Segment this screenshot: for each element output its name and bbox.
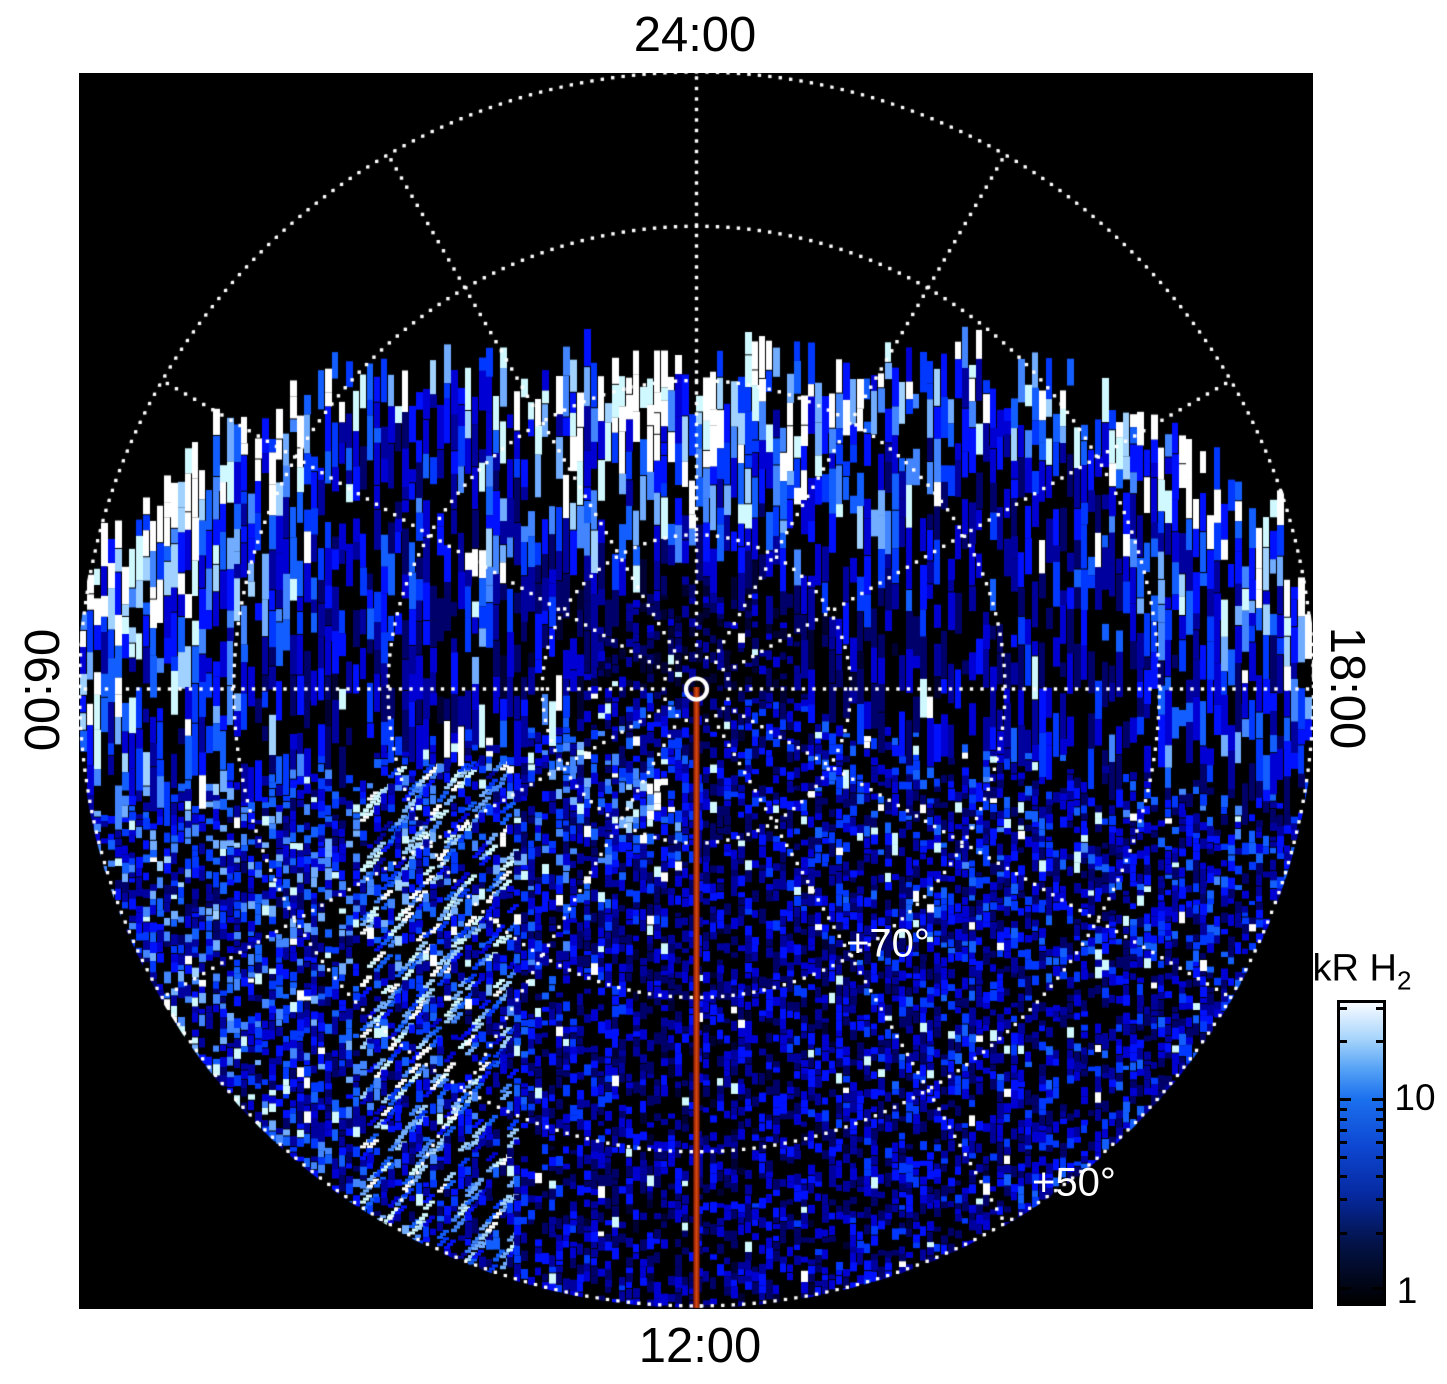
colorbar-tick-mark <box>1372 1287 1383 1291</box>
colorbar-tick-mark <box>1340 1174 1347 1178</box>
colorbar-tick-label-1: 1 <box>1396 1270 1418 1311</box>
colorbar-tick-mark <box>1340 1098 1351 1101</box>
colorbar-tick-mark <box>1376 1107 1383 1111</box>
colorbar-title-subscript: 2 <box>1396 965 1412 996</box>
colorbar-tick-mark <box>1340 1198 1347 1202</box>
colorbar-tick-mark <box>1376 1231 1383 1235</box>
colorbar-tick-mark <box>1340 1231 1347 1235</box>
colorbar-tick-mark <box>1376 1040 1383 1044</box>
colorbar-tick-mark <box>1376 1006 1383 1010</box>
local-time-label-2400: 24:00 <box>633 8 757 62</box>
colorbar-tick-mark <box>1340 1107 1347 1111</box>
colorbar-title: kR H2 <box>1313 948 1412 997</box>
colorbar-tick-mark <box>1340 1040 1347 1044</box>
colorbar-tick-mark <box>1376 1174 1383 1178</box>
colorbar-tick-mark <box>1372 1098 1383 1101</box>
colorbar-tick-mark <box>1376 1128 1383 1132</box>
colorbar-tick-mark <box>1376 1155 1383 1159</box>
colorbar-tick-mark <box>1340 1287 1351 1291</box>
colorbar-tick-mark <box>1340 1155 1347 1159</box>
colorbar-tick-label-10: 10 <box>1394 1076 1436 1118</box>
colorbar-tick-mark <box>1376 1117 1383 1121</box>
colorbar-tick-mark <box>1376 1198 1383 1202</box>
local-time-label-1200: 12:00 <box>638 1319 762 1373</box>
polar-plot-area: +70° +50° <box>79 73 1313 1309</box>
colorbar-gradient <box>1337 1000 1386 1306</box>
local-time-label-1800: 18:00 <box>1320 626 1374 750</box>
aurora-heatmap-canvas <box>79 73 1313 1309</box>
local-time-label-0600: 06:00 <box>14 628 68 752</box>
latitude-label-50: +50° <box>1032 1160 1116 1205</box>
colorbar-tick-mark <box>1340 1128 1347 1132</box>
colorbar-tick-mark <box>1340 1006 1347 1010</box>
colorbar-tick-mark <box>1376 1141 1383 1145</box>
colorbar-title-main: kR H <box>1312 947 1397 990</box>
colorbar-tick-mark <box>1340 1117 1347 1121</box>
latitude-label-70: +70° <box>846 921 930 966</box>
colorbar-tick-mark <box>1340 1141 1347 1145</box>
